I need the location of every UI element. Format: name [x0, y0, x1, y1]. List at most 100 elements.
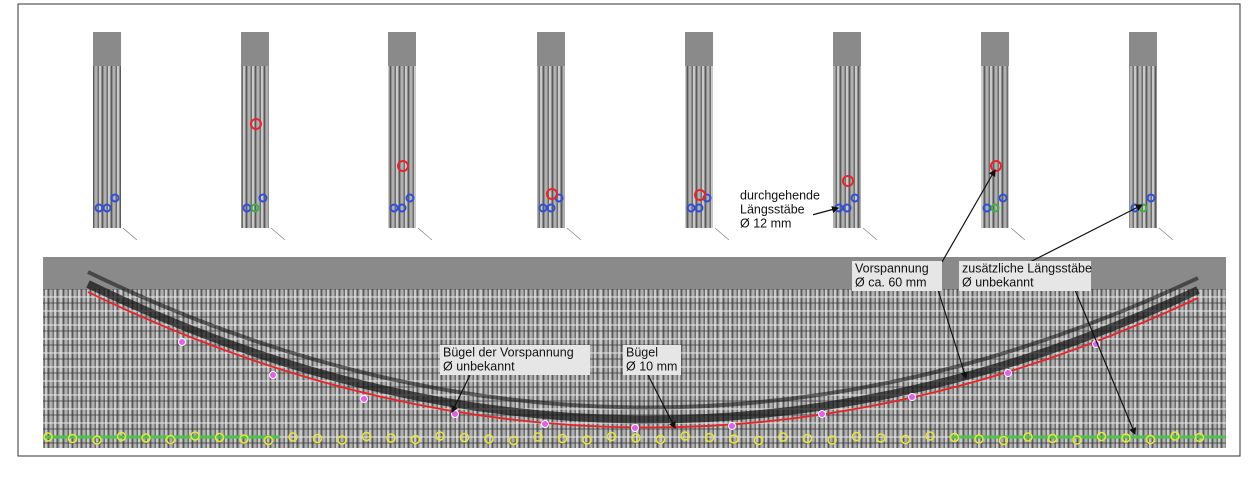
stirrup-marker [851, 431, 862, 442]
stirrup-marker [190, 431, 200, 441]
tendon-marker [694, 189, 706, 201]
stirrup-marker [1023, 432, 1033, 442]
stirrup-marker [778, 432, 788, 442]
intersection-marker [908, 393, 916, 401]
panel-axis [417, 227, 433, 241]
rebar-marker [546, 203, 556, 213]
stirrup-marker [386, 433, 396, 443]
stirrup-marker [435, 431, 445, 441]
tendon-marker [842, 175, 854, 187]
panel-axis [122, 227, 138, 241]
tendon-marker [250, 118, 262, 130]
intersection-marker [631, 424, 639, 432]
rebar-marker [1146, 193, 1156, 203]
intersection-marker [1004, 369, 1012, 377]
stirrup-marker [582, 435, 592, 445]
stirrup-marker [92, 435, 102, 445]
stirrup-marker [1194, 432, 1205, 443]
intersection-marker [360, 395, 368, 403]
scan-panel-top [537, 32, 565, 66]
stirrup-marker [1170, 431, 1180, 441]
stirrup-marker [631, 433, 641, 443]
stirrup-marker [263, 435, 274, 446]
label: Ø 12 mm [740, 216, 791, 230]
stirrup-marker [459, 432, 470, 443]
stirrup-marker [974, 434, 984, 444]
stirrup-marker [606, 431, 617, 442]
stirrup-marker [1072, 435, 1082, 445]
rebar-marker [250, 203, 260, 213]
stirrup-marker [508, 435, 519, 446]
panel-axis [1158, 227, 1174, 241]
stirrup-marker [484, 434, 494, 444]
tendon-marker [397, 160, 409, 172]
intersection-marker [178, 338, 186, 346]
label: Vorspannung [855, 261, 929, 275]
stirrup-marker [704, 432, 715, 443]
stirrup-marker [67, 433, 78, 444]
stirrup-marker [1121, 433, 1131, 443]
stirrup-marker [655, 434, 666, 445]
intersection-marker [728, 422, 736, 430]
rebar-marker [990, 203, 1000, 213]
stirrup-marker [165, 434, 176, 445]
stirrup-marker [1145, 434, 1156, 445]
stirrup-marker [876, 433, 886, 443]
scan-panel-top [388, 32, 416, 66]
rebar-marker [258, 193, 268, 203]
stirrup-marker [557, 433, 568, 444]
stirrup-marker [680, 431, 690, 441]
panel-axis [862, 227, 878, 241]
small-panels [93, 32, 1174, 241]
arrows [451, 168, 1144, 436]
rebar-marker [694, 203, 704, 213]
label: Bügel [626, 345, 658, 359]
markers [43, 338, 1205, 446]
panel-axis [566, 227, 582, 241]
stirrup-marker [141, 433, 151, 443]
stirrup-marker [288, 432, 298, 442]
stirrup-marker [312, 433, 323, 444]
stirrup-marker [337, 435, 347, 445]
scan-panel-top [93, 32, 121, 66]
scan-panel-top [241, 32, 269, 66]
label: Ø unbekannt [443, 359, 515, 373]
label: Ø unbekannt [962, 275, 1034, 289]
stirrup-marker [410, 434, 421, 445]
stirrup-marker [802, 433, 813, 444]
stirrup-marker [998, 435, 1009, 446]
rebar-marker [405, 193, 415, 203]
rebar-marker [842, 203, 852, 213]
tendon-marker [546, 188, 558, 200]
stirrup-marker [827, 435, 837, 445]
rebar-marker [397, 203, 407, 213]
intersection-marker [269, 371, 277, 379]
stirrup-marker [729, 434, 739, 444]
label: durchgehende [740, 188, 820, 202]
panel-axis [270, 227, 286, 241]
panel-axis [714, 227, 730, 241]
stirrup-marker [361, 431, 372, 442]
scan-panel-top [1129, 32, 1157, 66]
stirrup-marker [900, 434, 911, 445]
stirrup-marker [239, 434, 249, 444]
panel-axis [1010, 227, 1026, 241]
tendon-marker [990, 160, 1002, 172]
rebar-marker [850, 193, 860, 203]
stirrup-marker [214, 432, 225, 443]
label: Bügel der Vorspannung [443, 345, 574, 359]
rebar-marker [102, 203, 112, 213]
stirrup-marker [1047, 433, 1058, 444]
stirrup-marker [1096, 431, 1107, 442]
intersection-marker [541, 420, 549, 428]
stirrup-marker [925, 431, 935, 441]
label: zusätzliche Längsstäbe [962, 261, 1092, 275]
label: Ø ca. 60 mm [855, 275, 927, 289]
scan-panel-top [685, 32, 713, 66]
stirrup-marker [43, 432, 53, 442]
scan-panel-top [981, 32, 1009, 66]
rebar-marker [998, 193, 1008, 203]
stirrup-marker [116, 431, 127, 442]
